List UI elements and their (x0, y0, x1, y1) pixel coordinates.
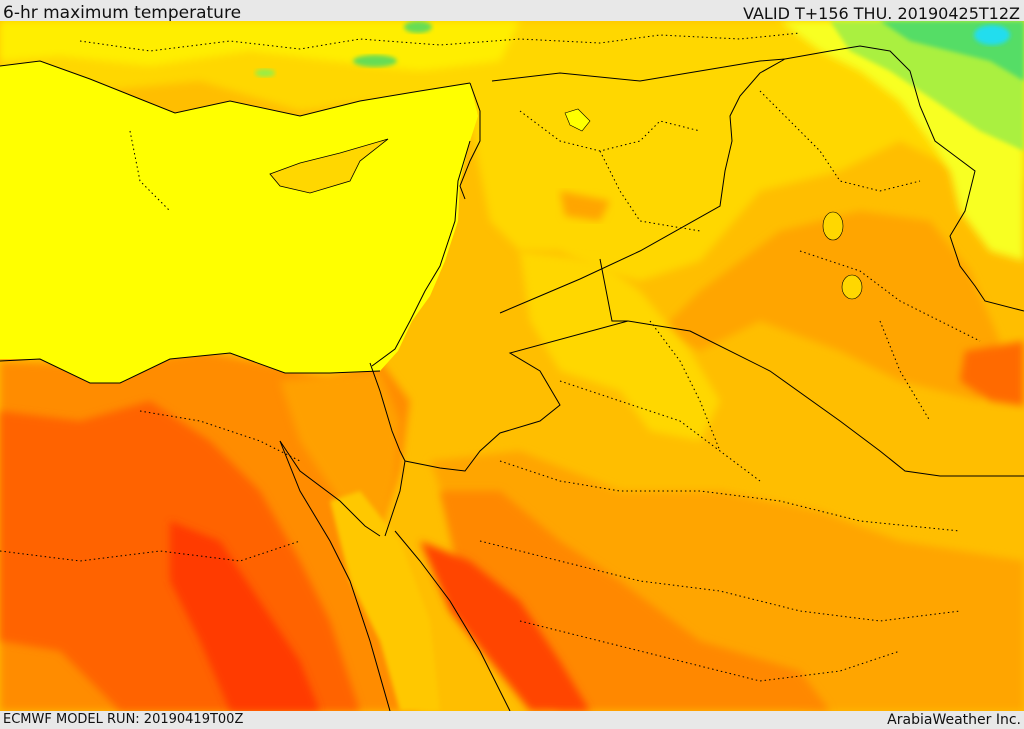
red-sea (330, 491, 440, 711)
lake-1 (822, 211, 844, 241)
dotted-14 (649, 320, 721, 452)
sinai-orange (280, 371, 400, 531)
egypt-red (170, 521, 320, 711)
orange-patch-iraq (660, 211, 1000, 401)
dotted-2 (129, 130, 171, 212)
orange-patch-syria (560, 191, 610, 221)
border-iraq-saudi (599, 258, 1024, 477)
coast-egypt (0, 352, 381, 384)
dotted-10 (519, 620, 901, 682)
dotted-3 (519, 110, 701, 152)
footer-bar: ECMWF MODEL RUN: 20190419T00Z ArabiaWeat… (0, 711, 1024, 729)
red-patch-east (960, 341, 1024, 406)
border-syria-iraq (491, 58, 786, 314)
credit-label: ArabiaWeather Inc. (887, 712, 1021, 728)
model-run-label: ECMWF MODEL RUN: 20190419T00Z (3, 712, 244, 727)
coast-redsea-west (279, 440, 391, 711)
dotted-7 (559, 380, 761, 482)
cyan-patch (974, 25, 1010, 45)
country-borders (0, 45, 1024, 711)
dotted-9 (479, 540, 961, 622)
saudi-orange-zone (430, 451, 1024, 711)
coast-suez (279, 440, 381, 537)
dotted-6 (799, 250, 981, 342)
border-turkey-syria (459, 82, 481, 200)
border-jordan-saudi (404, 320, 629, 472)
dotted-8 (499, 460, 961, 532)
border-egypt-israel (369, 362, 406, 537)
lake-2 (841, 274, 863, 300)
green-patch-1 (353, 55, 397, 67)
coast-redsea-east (394, 530, 511, 711)
green-patch-2 (255, 69, 275, 77)
province-borders (0, 32, 981, 682)
jordan-warm-zone (520, 251, 720, 441)
mediterranean-sea (0, 61, 478, 383)
border-iraq-iran (784, 45, 1024, 312)
valid-time: VALID T+156 THU. 20190425T12Z (743, 4, 1020, 23)
header-bar: 6-hr maximum temperature VALID T+156 THU… (0, 0, 1024, 23)
coast-levant (371, 140, 471, 367)
map-title: 6-hr maximum temperature (3, 3, 242, 23)
saudi-red-coast (420, 541, 590, 711)
green-patch-3 (404, 21, 432, 33)
cyprus (269, 138, 389, 194)
north-warm-zone (0, 21, 1024, 281)
small-lake (564, 108, 591, 132)
temperature-map[interactable] (0, 21, 1024, 711)
coast-turkey (0, 60, 471, 117)
